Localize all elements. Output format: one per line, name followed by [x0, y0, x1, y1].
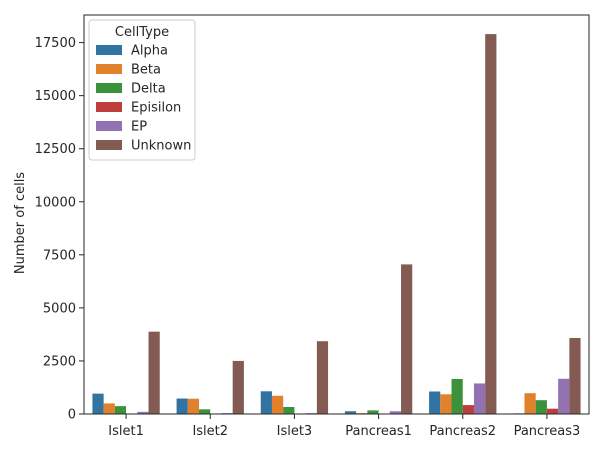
x-tick-label: Islet2: [192, 424, 228, 439]
bar-unknown-islet2: [232, 360, 244, 414]
legend-label-ep: EP: [131, 120, 147, 135]
x-tick-label: Pancreas2: [429, 424, 496, 439]
bar-beta-pancreas3: [524, 393, 536, 414]
y-axis-label: Number of cells: [13, 172, 28, 274]
y-tick-label: 7500: [43, 248, 76, 263]
legend-label-delta: Delta: [131, 82, 166, 97]
y-tick-label: 15000: [35, 89, 76, 104]
bar-beta-islet3: [271, 395, 284, 414]
bar-ep-pancreas1: [389, 411, 402, 414]
legend-label-beta: Beta: [131, 63, 161, 78]
x-tick-label: Pancreas3: [514, 424, 581, 439]
legend-swatch-ep: [96, 121, 122, 131]
bar-episilon-pancreas3: [546, 408, 559, 414]
bar-delta-pancreas3: [535, 400, 547, 414]
y-tick-label: 2500: [43, 354, 76, 369]
y-tick-label: 12500: [35, 142, 76, 157]
bar-delta-islet2: [199, 409, 211, 414]
y-tick-label: 17500: [35, 36, 76, 51]
bar-alpha-islet3: [260, 391, 272, 414]
x-tick-label: Islet3: [277, 424, 313, 439]
legend-swatch-delta: [96, 83, 122, 93]
y-tick-label: 0: [68, 408, 76, 423]
bar-delta-islet1: [114, 406, 127, 414]
legend: CellType Alpha Beta Delta Episilon EP Unknown: [88, 19, 196, 161]
legend-swatch-episilon: [96, 102, 122, 112]
bar-alpha-islet1: [92, 393, 104, 414]
legend-label-episilon: Episilon: [131, 101, 181, 116]
legend-title: CellType: [115, 25, 169, 40]
bar-beta-pancreas2: [440, 394, 452, 414]
bar-beta-islet2: [187, 398, 200, 414]
bar-ep-islet1: [137, 411, 149, 414]
bars-layer: [92, 34, 581, 415]
bar-unknown-islet3: [316, 341, 329, 414]
bar-unknown-pancreas1: [401, 264, 413, 415]
bar-ep-pancreas2: [473, 383, 486, 414]
y-tick-label: 10000: [35, 195, 76, 210]
bar-unknown-pancreas3: [569, 338, 581, 414]
axes-layer: 0 2500 5000 7500 10000 12500 15000 17500 Islet1 I…: [35, 14, 590, 439]
bar-alpha-islet2: [176, 398, 188, 414]
y-tick-label: 5000: [43, 301, 76, 316]
bar-delta-islet3: [283, 407, 295, 414]
legend-label-alpha: Alpha: [131, 44, 168, 59]
legend-swatch-alpha: [96, 45, 122, 55]
bar-delta-pancreas2: [451, 378, 463, 414]
bar-episilon-pancreas2: [462, 405, 474, 414]
bar-alpha-pancreas2: [429, 391, 441, 414]
bar-alpha-pancreas1: [344, 411, 357, 414]
bar-ep-pancreas3: [558, 378, 570, 414]
legend-label-unknown: Unknown: [131, 139, 191, 154]
bar-unknown-islet1: [148, 331, 160, 414]
x-tick-label: Pancreas1: [345, 424, 412, 439]
bar-unknown-pancreas2: [485, 34, 497, 414]
plot-frame: [83, 14, 590, 415]
legend-swatch-beta: [96, 64, 122, 74]
legend-swatch-unknown: [96, 140, 122, 150]
x-tick-label: Islet1: [108, 424, 144, 439]
bar-beta-islet1: [103, 403, 115, 414]
bar-delta-pancreas1: [367, 410, 379, 414]
